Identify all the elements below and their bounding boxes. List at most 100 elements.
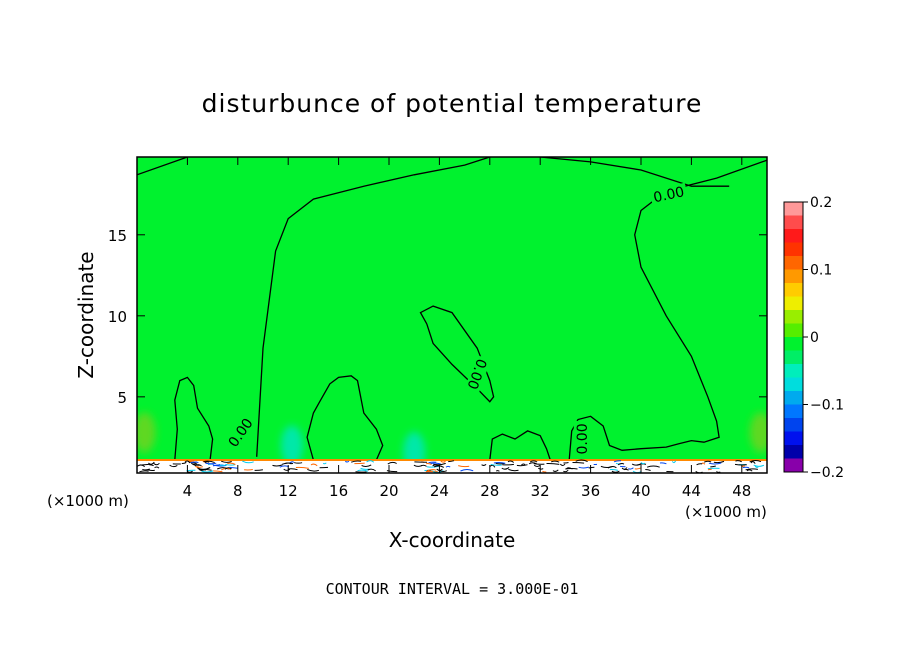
terrain-contour-fragment xyxy=(713,460,725,464)
colorbar-swatch xyxy=(784,310,803,324)
terrain-contour-fragment xyxy=(575,459,588,463)
terrain-contour-fragment xyxy=(212,470,223,473)
terrain-contour-fragment xyxy=(708,462,722,465)
terrain-contour-fragment xyxy=(284,462,292,465)
colorbar-swatch xyxy=(784,296,803,311)
terrain-contour-fragment xyxy=(242,460,254,464)
terrain-contour-fragment xyxy=(225,463,235,466)
terrain-contour-fragment xyxy=(538,467,544,470)
terrain-contour-fragment xyxy=(640,462,646,465)
chart-title: disturbunce of potential temperature xyxy=(202,89,703,118)
x-tick-label: 32 xyxy=(531,482,550,500)
anomaly-blob xyxy=(280,425,303,466)
terrain-contour-fragment xyxy=(490,463,502,466)
contour-line-0 xyxy=(306,375,384,461)
colorbar-swatch xyxy=(784,323,803,338)
contour-line-0 xyxy=(174,376,214,461)
terrain-contour-fragment xyxy=(493,461,506,464)
terrain-contour-fragment xyxy=(746,469,753,472)
colorbar-tick-label: 0.1 xyxy=(810,263,832,279)
terrain-contour-fragment xyxy=(745,468,758,471)
x-tick-label: 16 xyxy=(329,482,348,500)
terrain-contour-fragment xyxy=(572,462,585,464)
terrain-contour-fragment xyxy=(634,467,641,470)
colorbar-swatch xyxy=(784,202,803,216)
contour-label-text: 0.00 xyxy=(652,184,686,206)
x-tick-label: 12 xyxy=(279,482,298,500)
terrain-contour-fragment xyxy=(188,460,195,463)
terrain-contour-fragment xyxy=(201,470,214,473)
terrain-band xyxy=(137,460,767,473)
terrain-contour-fragment xyxy=(516,464,528,467)
terrain-contour-fragment xyxy=(533,464,541,467)
terrain-contour-fragment xyxy=(205,462,217,465)
terrain-contour-fragment xyxy=(563,469,569,473)
terrain-contour-fragment xyxy=(429,462,441,465)
terrain-contour-fragment xyxy=(181,462,187,465)
colorbar-swatch xyxy=(784,431,803,446)
plot-area: 0.000.000.000.00 4 8 12 16 20 24 28 32 36 40 44 48 … xyxy=(108,156,768,500)
terrain-contour-fragment xyxy=(413,464,423,467)
terrain-contour-fragment xyxy=(707,468,712,471)
colorbar-swatch xyxy=(784,283,803,297)
colorbar-swatch xyxy=(784,229,803,243)
contour-line-0 xyxy=(489,430,551,461)
colorbar-swatch xyxy=(784,256,803,270)
terrain-contour-fragment xyxy=(710,465,716,468)
terrain-contour-fragment xyxy=(753,464,765,467)
x-tick-label: 20 xyxy=(379,482,398,500)
terrain-contour-fragment xyxy=(521,463,526,466)
colorbar-swatch xyxy=(784,404,803,419)
colorbar-swatch xyxy=(784,418,803,432)
contour-interval-note: CONTOUR INTERVAL = 3.000E-01 xyxy=(326,580,579,598)
plot-background xyxy=(137,157,767,473)
terrain-contour-fragment xyxy=(631,462,642,466)
terrain-contour-fragment xyxy=(283,468,291,471)
terrain-contour-fragment xyxy=(254,469,263,471)
terrain-contour-fragment xyxy=(750,461,756,464)
terrain-contour-fragment xyxy=(445,465,451,468)
terrain-contour-fragment xyxy=(754,465,759,468)
contour-line-0 xyxy=(256,157,490,457)
terrain-contour-fragment xyxy=(551,460,560,463)
terrain-contour-fragment xyxy=(559,463,566,467)
terrain-contour-fragment xyxy=(533,463,545,465)
terrain-contour-fragment xyxy=(354,462,365,465)
terrain-contour-fragment xyxy=(322,462,327,465)
colorbar-tick-label: −0.1 xyxy=(810,398,844,414)
terrain-contour-fragment xyxy=(426,463,432,465)
terrain-contour-fragment xyxy=(600,465,614,469)
terrain-contour-fragment xyxy=(703,460,712,463)
terrain-contour-fragment xyxy=(433,462,446,466)
terrain-contour-fragment xyxy=(310,463,318,467)
terrain-contour-fragment xyxy=(735,460,742,463)
y-axis-label: Z-coordinate xyxy=(74,251,98,378)
x-tick-label: 24 xyxy=(430,482,449,500)
terrain-contour-fragment xyxy=(428,461,437,464)
terrain-contour-fragment xyxy=(139,470,149,473)
colorbar-tick-label: 0.2 xyxy=(810,195,832,211)
terrain-contour-fragment xyxy=(307,468,320,472)
terrain-contour-fragment xyxy=(366,460,375,463)
colorbar-tick-label: −0.2 xyxy=(810,465,844,481)
terrain-contour-fragment xyxy=(204,461,210,464)
terrain-contour-fragment xyxy=(546,462,560,465)
terrain-contour-fragment xyxy=(153,462,160,466)
terrain-contour-fragment xyxy=(199,468,212,471)
colorbar-swatch xyxy=(784,364,803,378)
terrain-contour-fragment xyxy=(192,463,198,466)
terrain-contour-fragment xyxy=(609,469,619,471)
terrain-contour-fragment xyxy=(154,466,160,469)
y-tick-label: 5 xyxy=(117,389,127,407)
y-tick-label: 15 xyxy=(108,227,127,245)
colorbar-swatch xyxy=(784,458,803,473)
terrain-contour-fragment xyxy=(578,466,589,469)
terrain-contour-fragment xyxy=(508,468,519,472)
terrain-contour-fragment xyxy=(200,469,207,472)
terrain-contour-fragment xyxy=(387,461,397,465)
terrain-contour-fragment xyxy=(696,463,703,466)
anomaly-blob xyxy=(137,412,156,453)
terrain-contour-fragment xyxy=(147,469,155,471)
terrain-contour-fragment xyxy=(448,460,455,463)
